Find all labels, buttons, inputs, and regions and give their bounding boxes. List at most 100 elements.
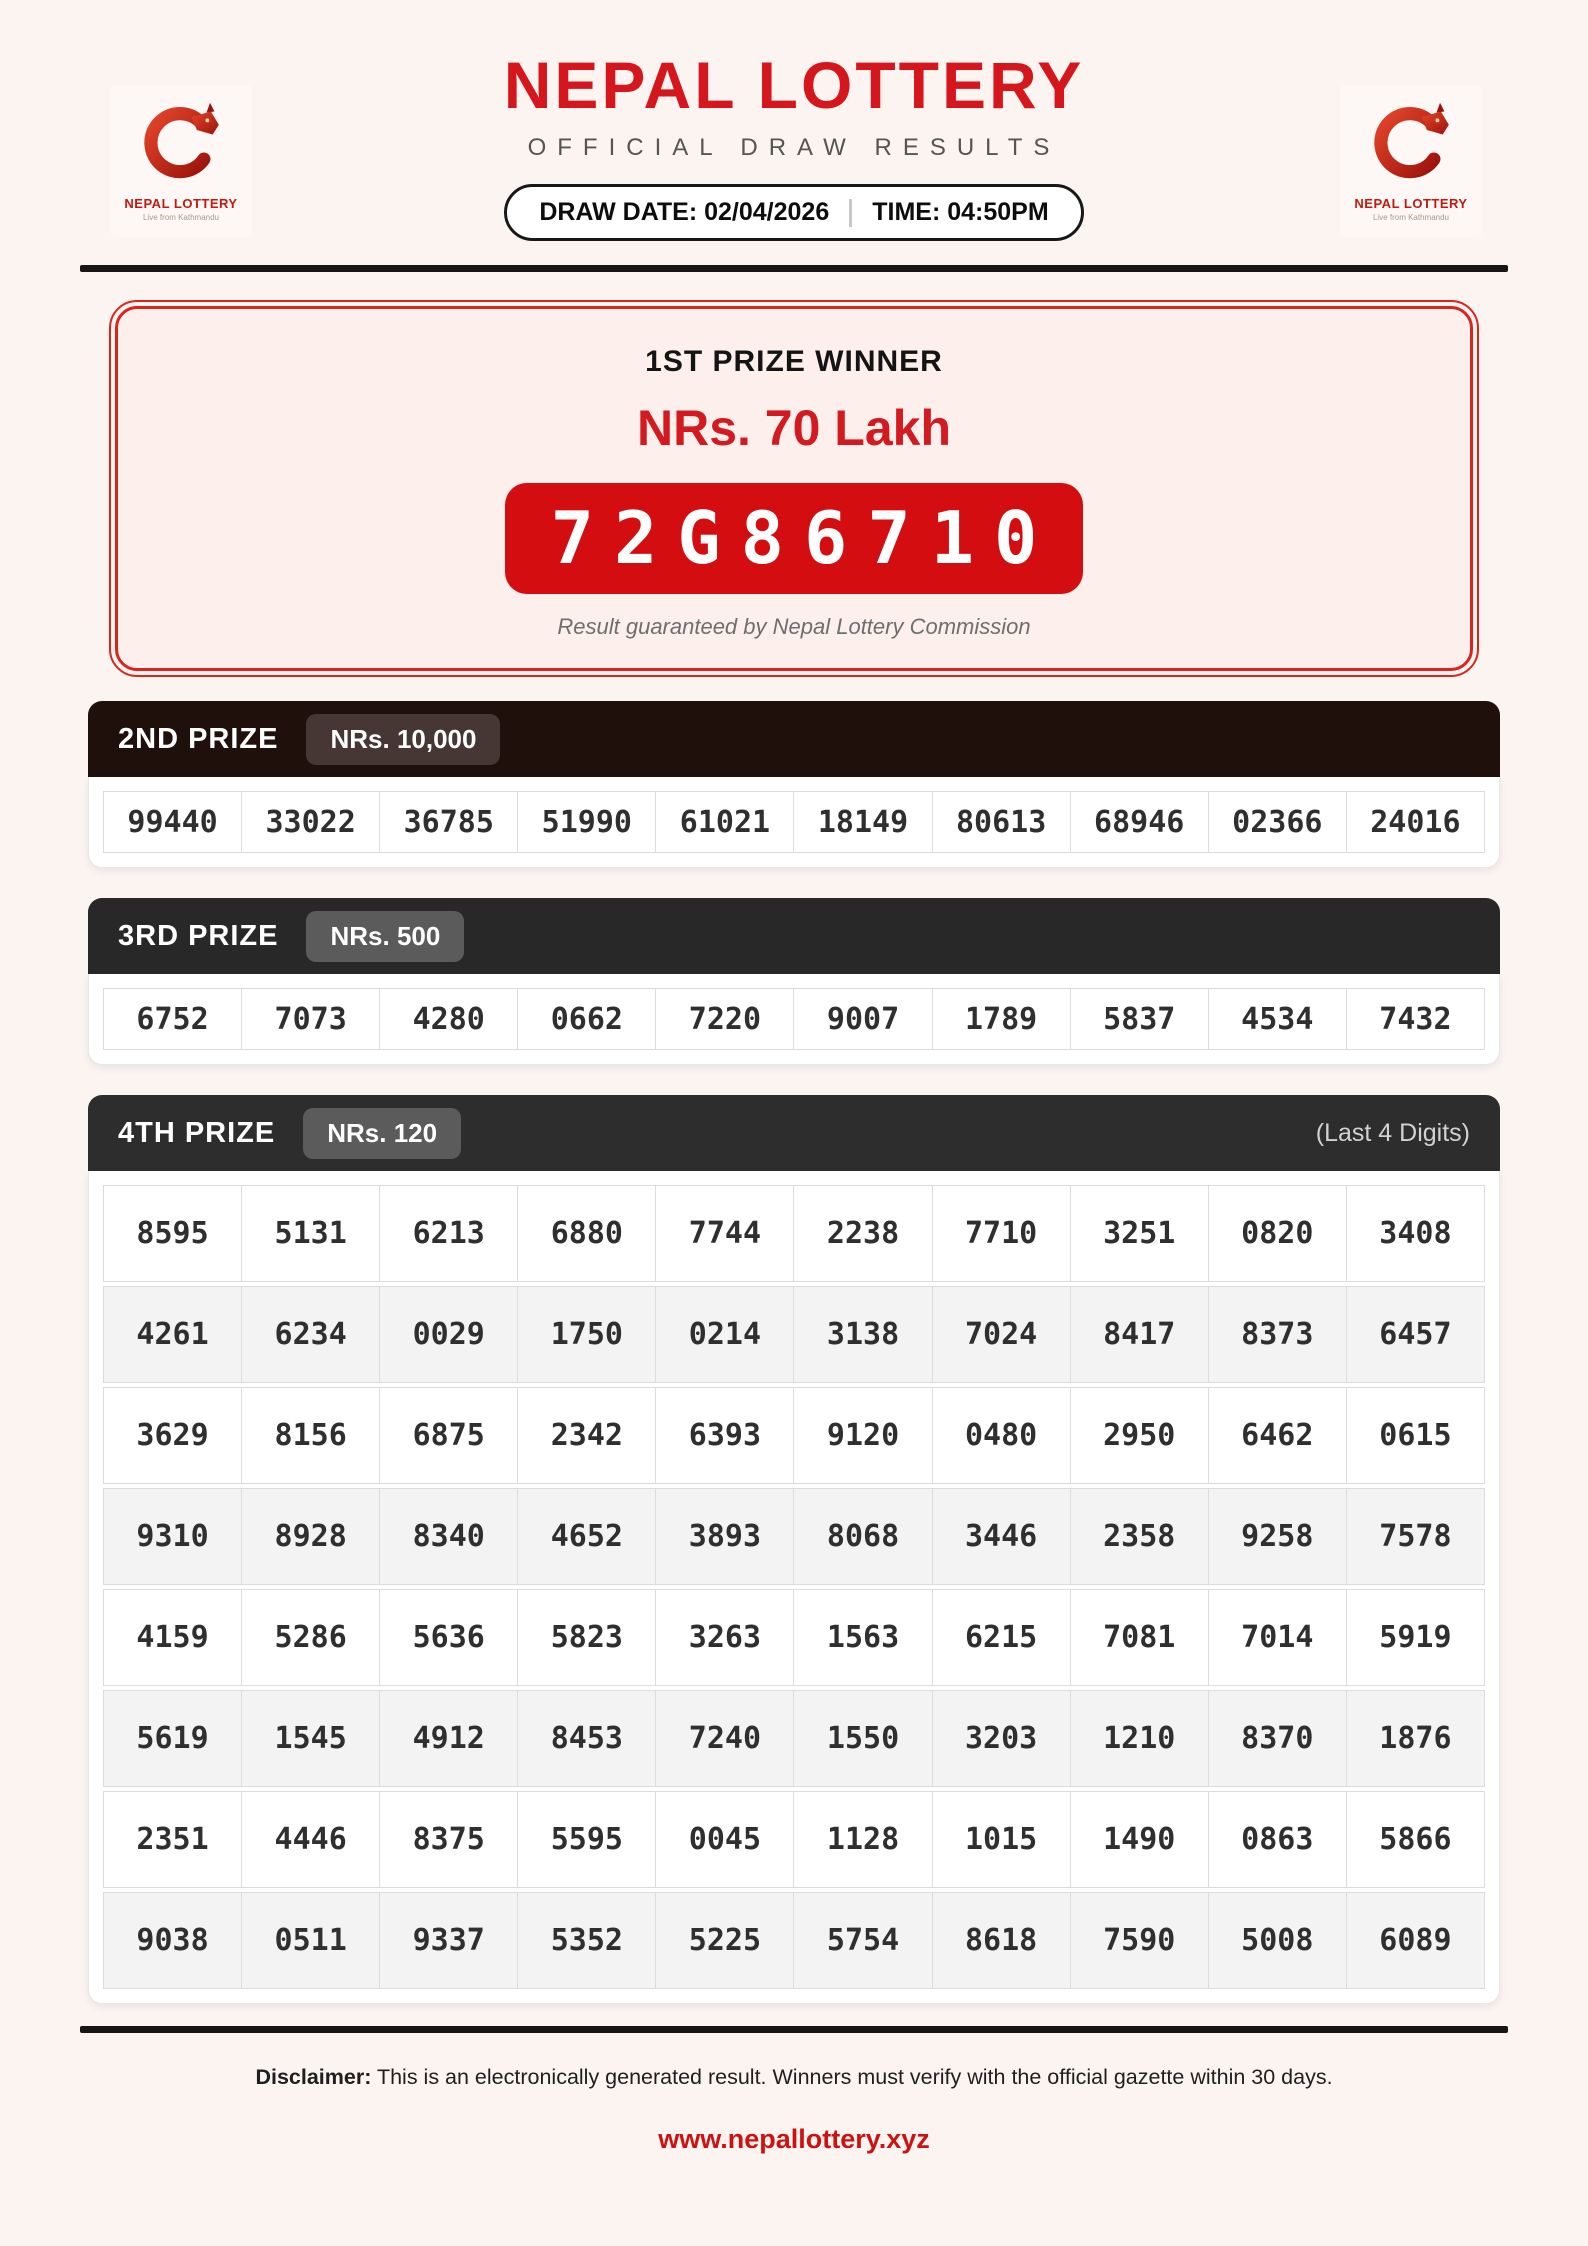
grid-row: 2351 4446 8375 5595 0045 1128 1015 1490 0863 5866 [103, 1791, 1485, 1889]
header-divider [80, 265, 1508, 272]
prize-number: 8595 [103, 1185, 243, 1283]
prize-number: 8156 [241, 1387, 381, 1485]
website-link[interactable]: www.nepallottery.xyz [658, 2124, 930, 2155]
prize-number: 1750 [517, 1286, 657, 1384]
prize-number: 33022 [241, 791, 381, 854]
header: NEPAL LOTTERY Live from Kathmandu NEPAL … [0, 0, 1588, 241]
prize-number: 7710 [931, 1185, 1071, 1283]
prize-number: 80613 [931, 791, 1071, 854]
prize-number: 5352 [517, 1892, 657, 1990]
disclaimer-text: This is an electronically generated resu… [376, 2065, 1333, 2090]
first-prize-number: 72G86710 [504, 483, 1084, 595]
prize-number: 8417 [1069, 1286, 1209, 1384]
prize-number: 6462 [1207, 1387, 1347, 1485]
third-prize-amount-badge: NRs. 500 [306, 910, 465, 962]
prize-number: 3893 [655, 1488, 795, 1586]
fourth-prize-label: 4TH PRIZE [118, 1116, 276, 1149]
prize-number: 2342 [517, 1387, 657, 1485]
prize-number: 9038 [103, 1892, 243, 1990]
prize-number: 0511 [241, 1892, 381, 1990]
prize-number: 1563 [793, 1589, 933, 1687]
grid-row: 9038 0511 9337 5352 5225 5754 8618 7590 5008 6089 [103, 1892, 1485, 1990]
prize-number: 7220 [655, 988, 795, 1051]
prize-number: 0029 [379, 1286, 519, 1384]
prize-number: 1128 [793, 1791, 933, 1889]
page-subtitle: OFFICIAL DRAW RESULTS [527, 134, 1061, 161]
fourth-prize-section: 4TH PRIZE NRs. 120 (Last 4 Digits) 8595 5… [88, 1095, 1500, 2005]
guarantee-text: Result guaranteed by Nepal Lottery Commi… [557, 614, 1031, 640]
prize-number: 4280 [379, 988, 519, 1051]
prize-number: 51990 [517, 791, 657, 854]
prize-number: 7240 [655, 1690, 795, 1788]
grid-row: 3629 8156 6875 2342 6393 9120 0480 2950 6462 0615 [103, 1387, 1485, 1485]
second-prize-header: 2ND PRIZE NRs. 10,000 [88, 701, 1500, 778]
draw-date: DRAW DATE: 02/04/2026 [539, 198, 830, 226]
prize-number: 0615 [1345, 1387, 1485, 1485]
logo-left: NEPAL LOTTERY Live from Kathmandu [110, 85, 252, 237]
prize-number: 5636 [379, 1589, 519, 1687]
prize-number: 1876 [1345, 1690, 1485, 1788]
prize-number: 36785 [379, 791, 519, 854]
prize-number: 5008 [1207, 1892, 1347, 1990]
prize-number: 3251 [1069, 1185, 1209, 1283]
prize-number: 0662 [517, 988, 657, 1051]
prize-number: 8340 [379, 1488, 519, 1586]
grid-row: 5619 1545 4912 8453 7240 1550 3203 1210 8370 1876 [103, 1690, 1485, 1788]
prize-number: 7590 [1069, 1892, 1209, 1990]
prize-number: 8928 [241, 1488, 381, 1586]
first-prize-amount: NRs. 70 Lakh [636, 400, 951, 456]
prize-number: 6880 [517, 1185, 657, 1283]
dragon-circle-icon [137, 101, 225, 194]
prize-number: 0820 [1207, 1185, 1347, 1283]
prize-number: 8068 [793, 1488, 933, 1586]
pill-separator [849, 198, 853, 227]
prize-number: 6752 [103, 988, 243, 1051]
prize-number: 24016 [1345, 791, 1485, 854]
prize-number: 7744 [655, 1185, 795, 1283]
prize-number: 68946 [1069, 791, 1209, 854]
fourth-prize-numbers-panel: 8595 5131 6213 6880 7744 2238 7710 3251 0820 3408… [88, 1171, 1500, 2005]
prize-number: 5225 [655, 1892, 795, 1990]
logo-tagline: Live from Kathmandu [1372, 212, 1450, 222]
prize-number: 0045 [655, 1791, 795, 1889]
second-prize-amount-badge: NRs. 10,000 [306, 713, 501, 765]
second-prize-numbers: 99440 33022 36785 51990 61021 18149 80613 68946… [103, 791, 1485, 854]
prize-number: 2351 [103, 1791, 243, 1889]
fourth-prize-grid: 8595 5131 6213 6880 7744 2238 7710 3251 0820 3408… [103, 1185, 1485, 1990]
prize-number: 1210 [1069, 1690, 1209, 1788]
prize-number: 3203 [931, 1690, 1071, 1788]
prize-number: 6234 [241, 1286, 381, 1384]
prize-number: 1490 [1069, 1791, 1209, 1889]
prize-number: 2238 [793, 1185, 933, 1283]
page-title: NEPAL LOTTERY [503, 48, 1085, 122]
prize-number: 7432 [1345, 988, 1485, 1051]
logo-right: NEPAL LOTTERY Live from Kathmandu [1340, 85, 1482, 237]
prize-number: 7024 [931, 1286, 1071, 1384]
prize-number: 5286 [241, 1589, 381, 1687]
prize-number: 3263 [655, 1589, 795, 1687]
prize-number: 8373 [1207, 1286, 1347, 1384]
prize-number: 7014 [1207, 1589, 1347, 1687]
prize-number: 4446 [241, 1791, 381, 1889]
prize-number: 5595 [517, 1791, 657, 1889]
prize-number: 3629 [103, 1387, 243, 1485]
prize-number: 5866 [1345, 1791, 1485, 1889]
prize-number: 9007 [793, 988, 933, 1051]
prize-number: 0214 [655, 1286, 795, 1384]
prize-number: 0480 [931, 1387, 1071, 1485]
prize-number: 5754 [793, 1892, 933, 1990]
prize-number: 6875 [379, 1387, 519, 1485]
prize-number: 0863 [1207, 1791, 1347, 1889]
logo-tagline: Live from Kathmandu [142, 212, 220, 222]
prize-number: 7073 [241, 988, 381, 1051]
prize-number: 3408 [1345, 1185, 1485, 1283]
prize-number: 2358 [1069, 1488, 1209, 1586]
logo-name: NEPAL LOTTERY [1354, 195, 1468, 211]
prize-number: 1015 [931, 1791, 1071, 1889]
prize-number: 5619 [103, 1690, 243, 1788]
dragon-circle-icon [1367, 101, 1455, 194]
prize-number: 7081 [1069, 1589, 1209, 1687]
grid-row: 4261 6234 0029 1750 0214 3138 7024 8417 8373 6457 [103, 1286, 1485, 1384]
second-prize-numbers-panel: 99440 33022 36785 51990 61021 18149 80613 68946… [88, 777, 1500, 869]
third-prize-numbers-panel: 6752 7073 4280 0662 7220 9007 1789 5837 4534 7432 [88, 974, 1500, 1066]
